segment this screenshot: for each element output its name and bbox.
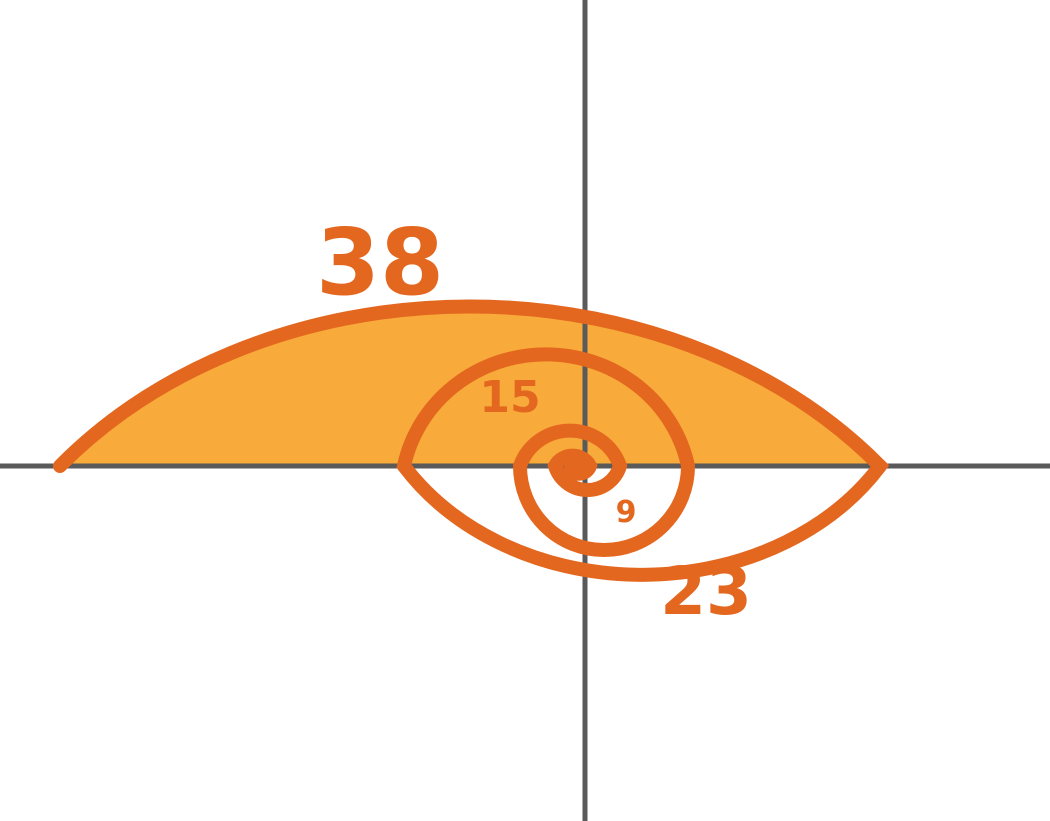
spiral-curve bbox=[53, 299, 890, 582]
label-outer-region: 38 bbox=[316, 209, 444, 316]
label-inner-region: 15 bbox=[479, 372, 540, 423]
label-innermost-region: 9 bbox=[616, 495, 637, 530]
label-middle-region: 23 bbox=[660, 553, 752, 630]
outer-region-fill bbox=[60, 306, 880, 466]
